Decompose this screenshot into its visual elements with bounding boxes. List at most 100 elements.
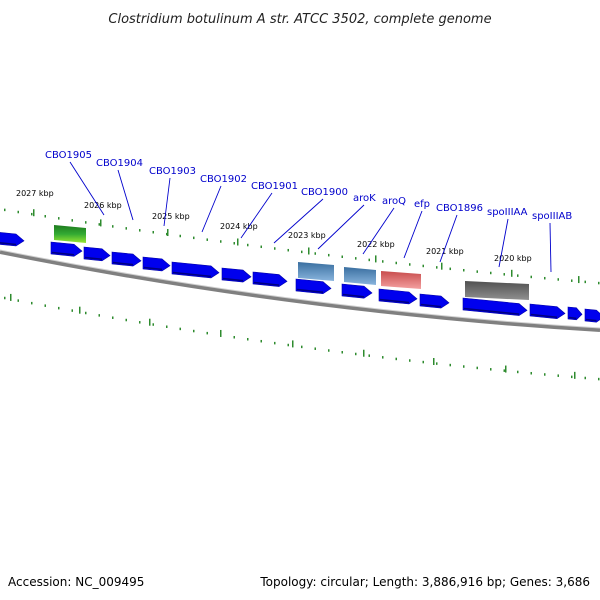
inner-minor-tick	[314, 347, 316, 350]
outer-major-tick	[237, 238, 239, 246]
scale-label: 2025 kbp	[152, 212, 190, 221]
inner-minor-tick	[368, 354, 370, 357]
inner-minor-tick	[544, 373, 546, 376]
cds-shadow	[585, 318, 597, 322]
outer-major-tick	[100, 219, 102, 227]
cds-shadow	[463, 307, 520, 315]
scale-label: 2026 kbp	[84, 201, 122, 210]
inner-major-tick	[79, 306, 81, 314]
cds-shadow	[530, 313, 558, 318]
inner-minor-tick	[517, 370, 519, 374]
outer-minor-tick	[4, 208, 6, 212]
cds-shadow	[420, 303, 442, 308]
cds-arrow	[567, 306, 583, 321]
label-leader-line	[273, 198, 324, 244]
inner-minor-tick	[530, 371, 532, 375]
outer-minor-tick	[112, 225, 114, 228]
cds-shadow	[51, 251, 75, 256]
outer-minor-tick	[17, 210, 19, 214]
inner-major-tick	[292, 340, 294, 348]
outer-minor-tick	[476, 270, 478, 273]
label-leader-line	[240, 192, 273, 239]
label-leader-line	[549, 222, 552, 273]
inner-minor-tick	[139, 321, 141, 324]
inner-minor-tick	[503, 369, 505, 372]
outer-major-tick	[33, 209, 35, 217]
inner-minor-tick	[152, 323, 154, 326]
outer-minor-tick	[85, 221, 87, 224]
cds-shadow	[379, 298, 410, 304]
label-leader-line	[498, 218, 509, 268]
genome-backbone-highlight	[0, 249, 600, 329]
outer-minor-tick	[206, 238, 208, 241]
inner-minor-tick	[112, 316, 114, 319]
inner-minor-tick	[598, 377, 600, 381]
inner-minor-tick	[490, 368, 492, 371]
inner-minor-tick	[206, 331, 208, 335]
outer-major-tick	[578, 276, 580, 284]
inner-minor-tick	[179, 327, 181, 331]
scale-label: 2022 kbp	[357, 240, 395, 249]
label-leader-line	[317, 204, 365, 250]
cds-shadow	[143, 266, 163, 271]
cds-shadow	[222, 277, 244, 282]
outer-minor-tick	[557, 278, 559, 281]
outer-minor-tick	[355, 257, 357, 260]
gene-label: spoIIIAB	[532, 211, 572, 222]
inner-minor-tick	[44, 304, 46, 307]
topology-summary-text: Topology: circular; Length: 3,886,916 bp…	[259, 575, 590, 589]
outer-minor-tick	[449, 267, 451, 271]
outer-minor-tick	[395, 261, 397, 265]
inner-minor-tick	[571, 375, 573, 379]
inner-minor-tick	[193, 329, 195, 333]
gene-label: CBO1905	[45, 150, 92, 161]
gene-label: CBO1903	[149, 166, 196, 177]
inner-minor-tick	[557, 374, 559, 377]
inner-minor-tick	[328, 349, 330, 352]
inner-major-tick	[505, 365, 507, 373]
outer-minor-tick	[544, 276, 546, 280]
gene-label: CBO1896	[436, 203, 483, 214]
inner-minor-tick	[274, 341, 276, 345]
outer-minor-tick	[287, 248, 289, 252]
inner-minor-tick	[476, 366, 478, 370]
outer-minor-tick	[598, 281, 600, 285]
outer-minor-tick	[125, 227, 127, 230]
cds-shadow	[568, 316, 577, 320]
outer-major-tick	[167, 229, 169, 237]
label-leader-line	[403, 210, 423, 259]
inner-minor-tick	[301, 345, 303, 349]
outer-minor-tick	[422, 264, 424, 268]
inner-minor-tick	[4, 296, 6, 300]
gene-label: aroQ	[382, 196, 406, 207]
outer-minor-tick	[571, 279, 573, 282]
scale-label: 2027 kbp	[16, 189, 54, 198]
scale-label: 2021 kbp	[426, 247, 464, 256]
inner-major-tick	[363, 349, 365, 357]
cds-shadow	[172, 271, 212, 278]
outer-minor-tick	[220, 240, 222, 243]
outer-minor-tick	[490, 271, 492, 275]
outer-minor-tick	[31, 212, 33, 216]
outer-minor-tick	[436, 266, 438, 269]
outer-minor-tick	[233, 242, 235, 245]
inner-major-tick	[149, 318, 151, 326]
outer-minor-tick	[341, 255, 343, 259]
inner-minor-tick	[436, 362, 438, 365]
outer-minor-tick	[179, 234, 181, 238]
outer-minor-tick	[382, 260, 384, 263]
outer-major-tick	[511, 269, 513, 277]
outer-minor-tick	[530, 275, 532, 279]
cds-shadow	[342, 293, 365, 298]
outer-minor-tick	[166, 232, 168, 236]
outer-minor-tick	[503, 273, 505, 276]
cds-arrow	[584, 308, 600, 323]
steelblue-feature	[344, 267, 376, 285]
inner-minor-tick	[449, 363, 451, 367]
genome-backbone	[0, 250, 600, 332]
label-leader-line	[439, 214, 458, 263]
gray-feature	[465, 281, 529, 300]
cds-shadow	[296, 288, 324, 293]
outer-minor-tick	[314, 252, 316, 255]
